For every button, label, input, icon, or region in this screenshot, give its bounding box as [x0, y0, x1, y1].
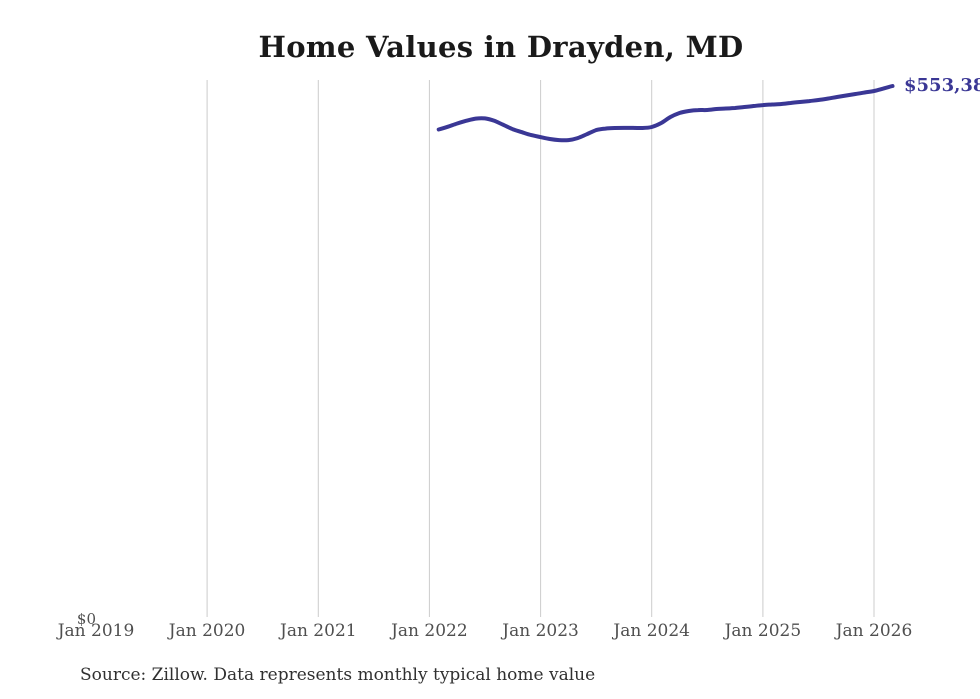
x-axis-label: Jan 2026	[835, 621, 913, 641]
x-axis-label: Jan 2023	[502, 621, 579, 641]
x-axis-label: Jan 2025	[724, 621, 802, 641]
x-axis-label: Jan 2022	[391, 621, 468, 641]
x-axis-label: Jan 2020	[168, 621, 246, 641]
home-value-line	[436, 84, 895, 143]
latest-value-label: $553,385	[904, 75, 980, 96]
chart-title: Home Values in Drayden, MD	[258, 30, 744, 64]
gridlines	[206, 80, 875, 617]
x-axis-label: Jan 2019	[57, 621, 135, 641]
x-axis-label: Jan 2024	[613, 621, 690, 641]
x-axis-label: Jan 2021	[280, 621, 357, 641]
y-axis-zero-label: $0	[76, 610, 96, 628]
source-note: Source: Zillow. Data represents monthly …	[80, 665, 596, 685]
